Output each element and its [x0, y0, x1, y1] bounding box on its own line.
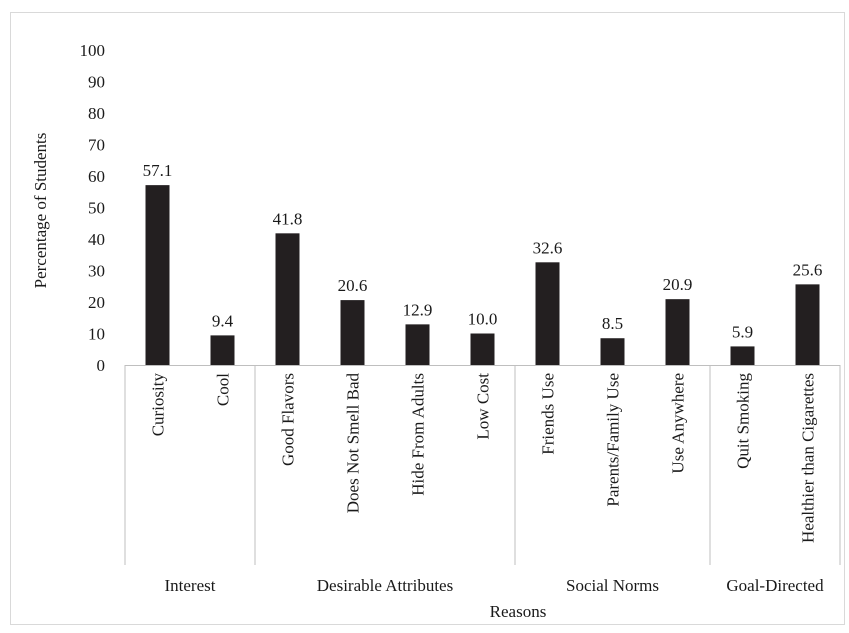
category-label: Cool: [214, 373, 233, 406]
bar: [665, 299, 690, 365]
bar: [600, 338, 625, 365]
category-label: Healthier than Cigarettes: [799, 373, 818, 543]
data-label: 41.8: [273, 209, 303, 228]
y-tick-label: 80: [88, 104, 105, 123]
category-label: Hide From Adults: [409, 373, 428, 496]
data-label: 9.4: [212, 311, 234, 330]
y-tick-label: 0: [97, 356, 106, 375]
bar: [470, 333, 495, 365]
data-label: 57.1: [143, 161, 173, 180]
group-label: Interest: [165, 576, 216, 595]
y-tick-label: 60: [88, 167, 105, 186]
bar: [275, 233, 300, 365]
y-tick-label: 70: [88, 136, 105, 155]
category-label: Friends Use: [539, 373, 558, 455]
category-labels: Curiosity Cool Good Flavors Does Not Smell …: [149, 373, 818, 543]
data-label: 10.0: [468, 310, 498, 329]
category-label: Good Flavors: [279, 373, 298, 466]
bar: [535, 262, 560, 365]
bars: [145, 185, 820, 365]
x-axis-title: Reasons: [490, 602, 547, 621]
category-label: Curiosity: [149, 373, 168, 437]
category-label: Quit Smoking: [734, 373, 753, 469]
data-label: 5.9: [732, 322, 753, 341]
category-label: Low Cost: [474, 373, 493, 440]
y-tick-label: 50: [88, 199, 105, 218]
y-tick-label: 10: [88, 325, 105, 344]
y-tick-label: 90: [88, 73, 105, 92]
y-tick-label: 30: [88, 262, 105, 281]
data-labels: 57.1 9.4 41.8 20.6 12.9 10.0 32.6 8.5 20.9 5.9 25.…: [143, 161, 823, 341]
data-label: 8.5: [602, 314, 623, 333]
y-tick-label: 100: [80, 41, 106, 60]
data-label: 32.6: [533, 238, 563, 257]
group-dividers: [124, 365, 841, 565]
group-labels: Interest Desirable Attributes Social Norms…: [165, 576, 825, 595]
category-label: Does Not Smell Bad: [344, 373, 363, 514]
data-label: 20.6: [338, 276, 368, 295]
bar: [405, 324, 430, 365]
category-label: Use Anywhere: [669, 373, 688, 474]
group-label: Desirable Attributes: [317, 576, 453, 595]
bar: [210, 335, 235, 365]
bar: [340, 300, 365, 365]
y-axis-title: Percentage of Students: [31, 133, 50, 289]
y-tick-label: 20: [88, 293, 105, 312]
y-axis-ticks: 0 10 20 30 40 50 60 70 80 90 100: [80, 41, 106, 375]
data-label: 12.9: [403, 300, 433, 319]
bar: [730, 346, 755, 365]
chart-border: [10, 12, 845, 625]
y-tick-label: 40: [88, 230, 105, 249]
data-label: 20.9: [663, 275, 693, 294]
bar: [145, 185, 170, 365]
group-label: Social Norms: [566, 576, 659, 595]
data-label: 25.6: [793, 260, 823, 279]
bar: [795, 284, 820, 365]
group-label: Goal-Directed: [726, 576, 824, 595]
category-label: Parents/Family Use: [604, 373, 623, 507]
